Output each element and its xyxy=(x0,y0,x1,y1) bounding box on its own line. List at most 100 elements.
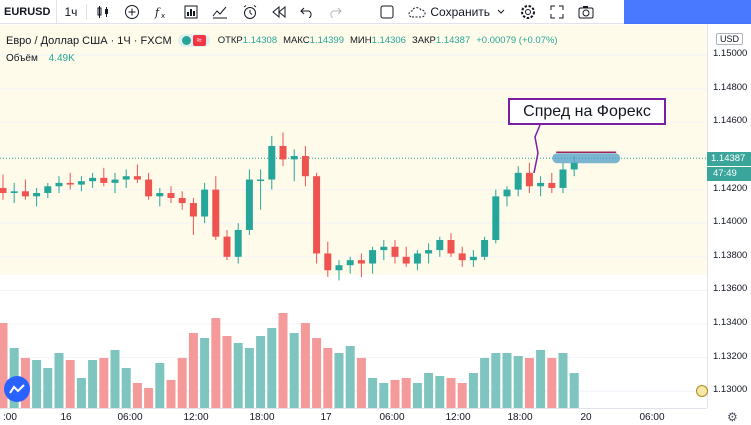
change-value: +0.00079 (+0.07%) xyxy=(476,35,558,46)
data-approx-badge: ≈ xyxy=(192,35,206,46)
candle-body xyxy=(391,246,399,257)
annotation-arrow xyxy=(533,124,541,174)
candle-body xyxy=(10,191,18,193)
settings-icon[interactable] xyxy=(513,0,543,24)
globe-icon[interactable] xyxy=(696,385,708,397)
volume-bar xyxy=(211,318,221,408)
market-status-pill[interactable]: ≈ xyxy=(177,34,210,47)
symbol-title[interactable]: Евро / Доллар США · 1Ч · FXCM xyxy=(6,34,172,47)
volume-bar xyxy=(480,358,490,408)
volume-bar xyxy=(524,358,534,408)
candle-body xyxy=(201,189,209,217)
price-tick: 1.13000 xyxy=(713,384,748,396)
candle-body xyxy=(145,179,153,197)
candle-body xyxy=(537,182,545,187)
spread-annotation[interactable]: Спред на Форекс xyxy=(508,98,666,125)
symbol-search-button[interactable]: EURUSD xyxy=(0,0,58,24)
volume-bar xyxy=(132,383,142,408)
time-tick: 16 xyxy=(60,412,72,423)
candle-body xyxy=(33,192,41,197)
time-tick: 06:00 xyxy=(379,412,405,423)
toolbar-divider xyxy=(86,3,88,20)
volume-bar xyxy=(401,378,411,408)
candle-body xyxy=(66,182,74,185)
candle-body xyxy=(402,256,410,264)
time-tick: 18:00 xyxy=(249,412,275,423)
candlestick-chart[interactable] xyxy=(0,25,707,408)
volume-bar xyxy=(233,343,243,408)
add-indicator-icon[interactable] xyxy=(117,0,147,24)
price-tick: 1.14200 xyxy=(713,182,748,194)
candle-body xyxy=(279,145,287,160)
volume-bar xyxy=(424,373,434,408)
candle-body xyxy=(21,191,29,197)
save-button[interactable]: Сохранить xyxy=(401,0,513,24)
volume-bar xyxy=(88,360,98,408)
price-tick: 1.15000 xyxy=(713,48,748,60)
volume-bar xyxy=(468,373,478,408)
chevron-down-icon xyxy=(497,9,505,14)
candle-body xyxy=(223,236,231,257)
low-value: МИН1.14306 xyxy=(350,35,406,46)
volume-bar xyxy=(536,350,546,408)
time-scale[interactable]: :00 16 06:00 12:00 18:00 17 06:00 12:00 18:00 20 0… xyxy=(0,408,707,425)
interval-button[interactable]: 1ч xyxy=(64,4,78,19)
candle-body xyxy=(413,253,421,264)
volume-bar xyxy=(368,378,378,408)
candle-body xyxy=(447,240,455,254)
candle-body xyxy=(257,179,265,182)
volume-bar xyxy=(356,358,366,408)
volume-bar xyxy=(0,323,8,408)
layout-icon[interactable] xyxy=(373,0,401,24)
replay-icon[interactable] xyxy=(265,0,293,24)
volume-bar xyxy=(289,333,299,408)
candle-body xyxy=(178,198,186,204)
volume-bar xyxy=(54,353,64,408)
compare-icon[interactable] xyxy=(205,0,235,24)
open-value: ОТКР1.14308 xyxy=(217,35,278,46)
alert-icon[interactable] xyxy=(235,0,265,24)
fullscreen-icon[interactable] xyxy=(543,0,571,24)
time-tick: 17 xyxy=(320,412,332,423)
volume-bar xyxy=(379,383,389,408)
undo-icon[interactable] xyxy=(293,0,321,24)
chart-pane[interactable] xyxy=(0,25,707,408)
volume-bar xyxy=(155,363,165,408)
volume-bar xyxy=(558,353,568,408)
volume-bar xyxy=(300,323,310,408)
scale-settings-icon[interactable]: ⚙ xyxy=(727,410,738,424)
volume-bar xyxy=(513,356,523,408)
candle-body xyxy=(458,253,466,261)
price-tick: 1.13800 xyxy=(713,249,748,261)
time-tick: 12:00 xyxy=(445,412,471,423)
publish-button[interactable] xyxy=(624,0,751,24)
camera-icon[interactable] xyxy=(571,0,601,24)
volume-bar xyxy=(278,313,288,408)
templates-icon[interactable] xyxy=(177,0,205,24)
close-value: ЗАКР1.14387 xyxy=(411,35,471,46)
redo-icon[interactable] xyxy=(321,0,349,24)
candle-body xyxy=(335,265,343,271)
time-tick: 20 xyxy=(580,412,592,423)
tradingview-logo-icon[interactable] xyxy=(4,376,30,402)
candle-body xyxy=(324,253,332,271)
ohlc-values: ОТКР1.14308 МАКС1.14399 МИН1.14306 ЗАКР1… xyxy=(218,35,558,46)
price-tick: 1.14000 xyxy=(713,216,748,228)
candle-body xyxy=(234,229,242,257)
price-scale[interactable]: 1.15000 1.14800 1.14600 1.14200 1.14000 1.138… xyxy=(707,24,751,408)
candles-icon[interactable] xyxy=(89,0,117,24)
volume-bar xyxy=(43,368,53,408)
volume-label: Объём xyxy=(6,53,38,64)
currency-label[interactable]: USD xyxy=(716,33,744,45)
bar-countdown-badge: 47:49 xyxy=(707,167,751,181)
time-tick: 12:00 xyxy=(183,412,209,423)
candle-body xyxy=(100,177,108,183)
volume-bar xyxy=(32,360,42,408)
candle-body xyxy=(245,179,253,230)
price-tick: 1.13600 xyxy=(713,283,748,295)
volume-bar xyxy=(312,338,322,408)
candle-body xyxy=(492,196,500,241)
volume-bar xyxy=(177,358,187,408)
